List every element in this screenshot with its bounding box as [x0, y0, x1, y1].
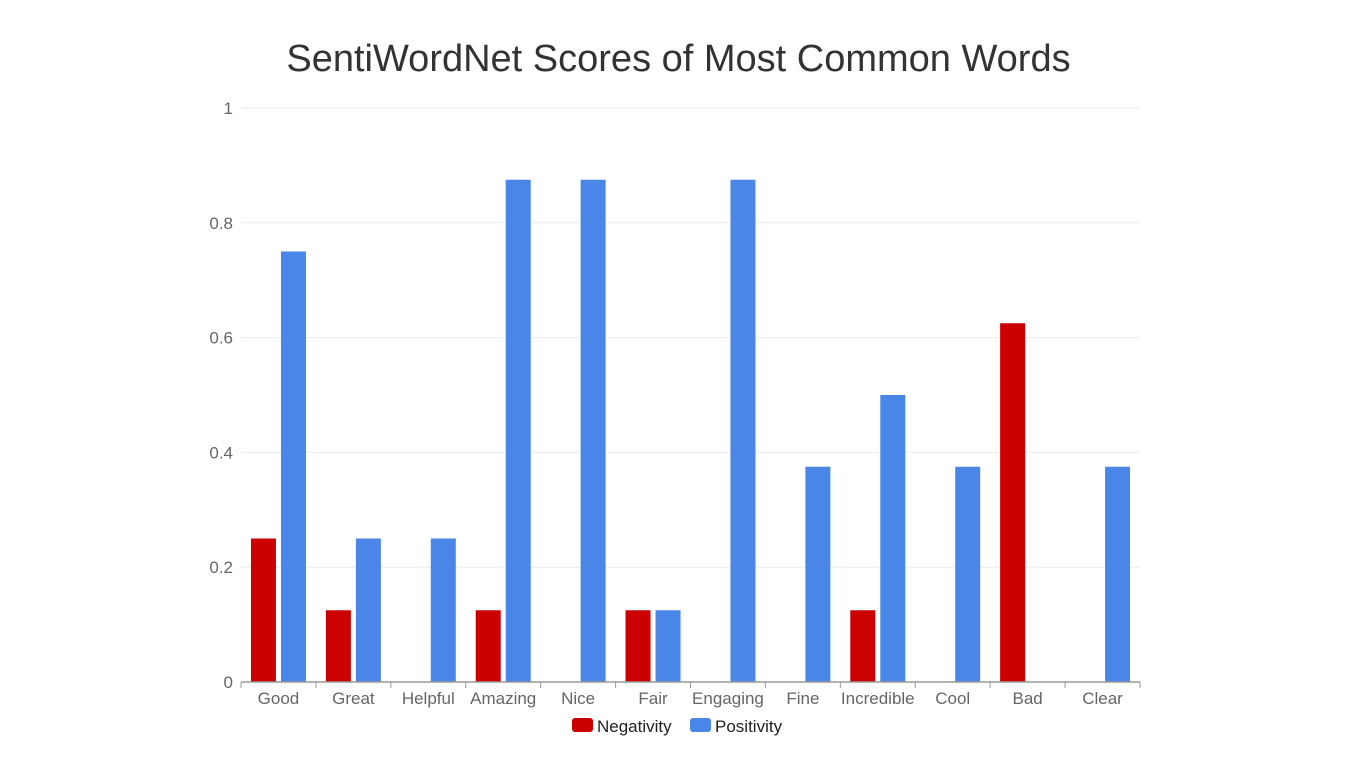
bar-negativity-amazing [475, 610, 501, 682]
x-tick-label: Good [258, 689, 300, 708]
chart-title: SentiWordNet Scores of Most Common Words [286, 38, 1071, 80]
bar-positivity-cool [955, 466, 981, 682]
y-axis: 0 0.2 0.4 0.6 0.8 1 [209, 99, 233, 692]
x-tick-label: Amazing [470, 689, 536, 708]
legend-swatch-positivity [690, 718, 711, 732]
y-tick-label: 0.2 [209, 558, 233, 577]
y-tick-label: 0 [224, 673, 233, 692]
bar-positivity-amazing [505, 179, 531, 682]
x-tick-label: Helpful [402, 689, 455, 708]
x-tick-label: Clear [1082, 689, 1123, 708]
bars [250, 179, 1131, 682]
x-tick-label: Nice [561, 689, 595, 708]
grid-lines [241, 107, 1140, 568]
bar-positivity-clear [1105, 466, 1131, 682]
legend-label-positivity: Positivity [715, 717, 783, 736]
x-axis [240, 681, 1141, 688]
bar-negativity-bad [1000, 323, 1026, 682]
y-tick-label: 1 [224, 99, 233, 118]
x-tick-label: Incredible [841, 689, 915, 708]
bar-positivity-nice [580, 179, 606, 682]
bar-positivity-fair [655, 610, 681, 682]
legend-label-negativity: Negativity [597, 717, 672, 736]
x-tick-label: Bad [1013, 689, 1043, 708]
bar-positivity-great [355, 538, 381, 682]
y-tick-label: 0.4 [209, 443, 233, 462]
x-tick-label: Great [332, 689, 375, 708]
x-axis-labels: Good Great Helpful Amazing Nice Fair Engaging F… [258, 689, 1124, 708]
bar-negativity-good [250, 538, 276, 682]
y-tick-label: 0.6 [209, 329, 233, 348]
bar-negativity-fair [625, 610, 651, 682]
bar-negativity-great [325, 610, 351, 682]
bar-negativity-incredible [850, 610, 876, 682]
x-tick-label: Fair [638, 689, 668, 708]
bar-positivity-helpful [430, 538, 456, 682]
x-tick-label: Engaging [692, 689, 764, 708]
bar-positivity-engaging [730, 179, 756, 682]
legend-swatch-negativity [572, 718, 593, 732]
x-tick-label: Fine [786, 689, 819, 708]
legend: Negativity Positivity [572, 717, 783, 736]
x-tick-label: Cool [935, 689, 970, 708]
y-tick-label: 0.8 [209, 214, 233, 233]
bar-positivity-incredible [880, 395, 906, 682]
bar-positivity-fine [805, 466, 831, 682]
bar-positivity-good [280, 251, 306, 682]
